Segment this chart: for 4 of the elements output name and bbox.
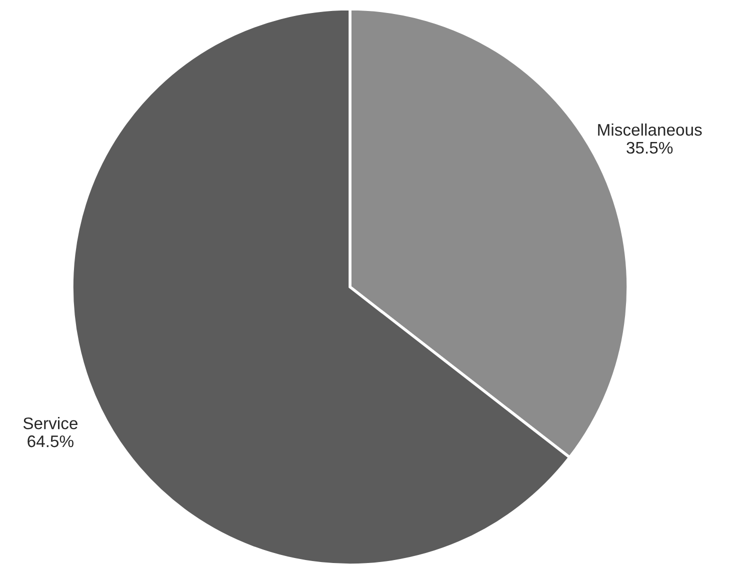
data-label: 64.5% [28,435,74,448]
slice-label: Miscellaneous [598,123,702,136]
data-label: 35.5% [626,142,673,154]
slice-label: Service [23,417,78,430]
